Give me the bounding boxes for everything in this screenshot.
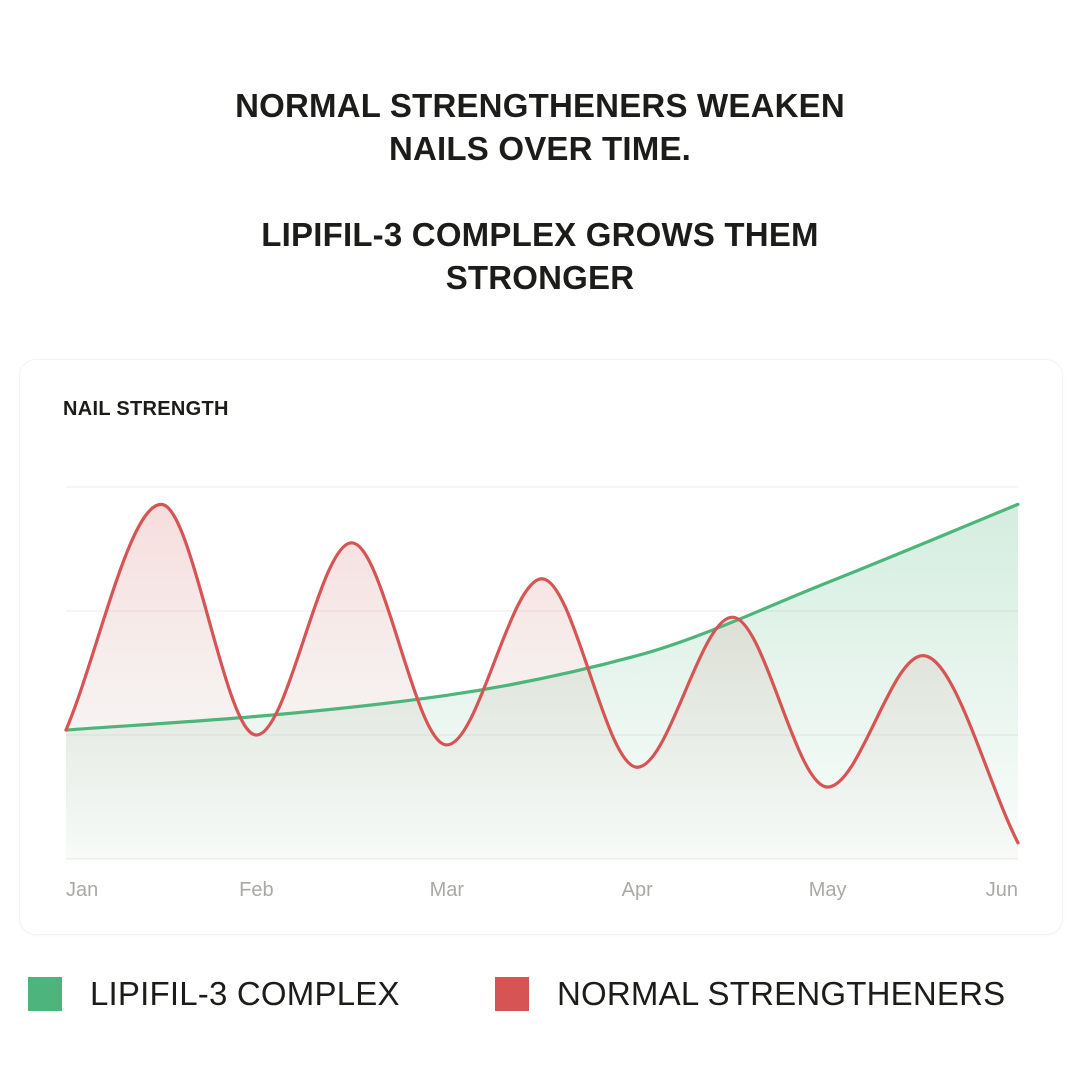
x-tick-jun: Jun [986,879,1018,901]
legend-swatch-green [28,977,62,1011]
headline-spacer [0,170,1080,213]
chart-title: NAIL STRENGTH [63,398,229,420]
line-normal [64,502,1020,845]
headline-line-2: NAILS OVER TIME. [388,130,692,167]
legend-label-normal: NORMAL STRENGTHENERS [557,975,1006,1012]
headline: NORMAL STRENGTHENERS WEAKEN NAILS OVER T… [0,84,1080,299]
x-tick-apr: Apr [622,879,653,901]
chart-legend: LIPIFIL-3 COMPLEX NORMAL STRENGTHENERS [0,974,1080,1014]
x-tick-mar: Mar [430,879,465,901]
headline-line-1: NORMAL STRENGTHENERS WEAKEN [235,87,845,124]
line-lipifil [64,502,1020,732]
legend-item-normal: NORMAL STRENGTHENERS [495,974,1005,1014]
x-tick-may: May [809,879,847,901]
nail-strength-chart: Jan Feb Mar Apr May Jun [64,486,1020,901]
chart-card: NAIL STRENGTH Jan Feb Mar Apr May Jun [20,360,1062,934]
x-tick-feb: Feb [239,879,273,901]
headline-line-4: STRONGER [445,259,635,296]
legend-item-lipifil: LIPIFIL-3 COMPLEX [28,974,400,1014]
headline-line-3: LIPIFIL-3 COMPLEX GROWS THEM [261,216,819,253]
x-tick-jan: Jan [66,879,98,901]
legend-swatch-red [495,977,529,1011]
legend-label-lipifil: LIPIFIL-3 COMPLEX [90,975,400,1012]
area-normal [66,504,1018,859]
